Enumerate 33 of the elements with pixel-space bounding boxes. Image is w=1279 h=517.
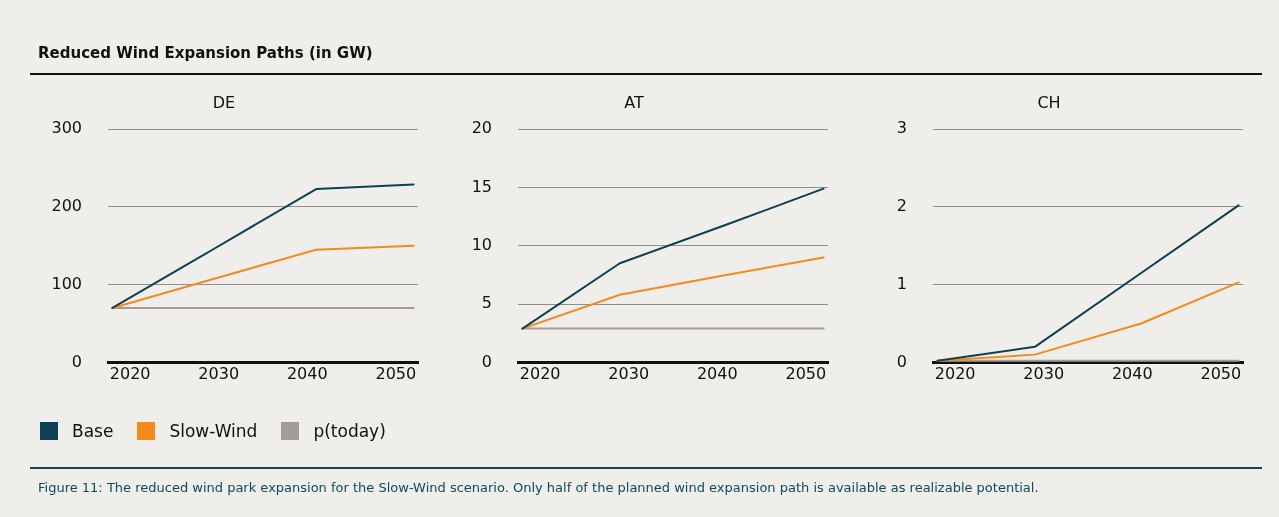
y-tick-label: 1: [896, 273, 907, 293]
y-tick-label: 3: [896, 118, 907, 138]
y-tick-label: 10: [471, 234, 492, 254]
y-tick-label: 0: [481, 351, 492, 371]
y-tick-label: 20: [471, 118, 492, 138]
x-tick-label: 2050: [1200, 364, 1242, 384]
y-tick-label: 0: [71, 351, 82, 371]
x-tick-label: 2020: [519, 364, 561, 384]
x-tick-label: 2030: [608, 364, 650, 384]
chart-title: AT: [624, 92, 644, 112]
x-tick-label: 2040: [696, 364, 738, 384]
y-tick-label: 2: [896, 196, 907, 216]
x-tick-label: 2030: [198, 364, 240, 384]
x-tick-label: 2040: [286, 364, 328, 384]
x-tick-label: 2050: [375, 364, 417, 384]
legend-label: Slow-Wind: [169, 421, 258, 441]
chart-title: DE: [212, 92, 236, 112]
legend-label: Base: [72, 421, 114, 441]
y-tick-label: 0: [896, 351, 907, 371]
caption: Figure 11: The reduced wind park expansion for the Slow-Wind scenario. Only half of the planned wind expansion path is available as realizable potential.: [38, 480, 1039, 495]
x-tick-label: 2040: [1111, 364, 1153, 384]
y-tick-label: 300: [51, 118, 82, 138]
x-tick-label: 2050: [785, 364, 827, 384]
x-tick-label: 2020: [109, 364, 151, 384]
y-tick-label: 100: [51, 273, 82, 293]
x-tick-label: 2030: [1023, 364, 1065, 384]
y-tick-label: 5: [481, 293, 492, 313]
legend-label: p(today): [313, 421, 386, 441]
x-tick-label: 2020: [934, 364, 976, 384]
y-tick-label: 15: [471, 176, 492, 196]
y-tick-label: 200: [51, 196, 82, 216]
text: Reduced Wind Expansion Paths (in GW): [38, 44, 373, 62]
chart-title: CH: [1037, 92, 1061, 112]
